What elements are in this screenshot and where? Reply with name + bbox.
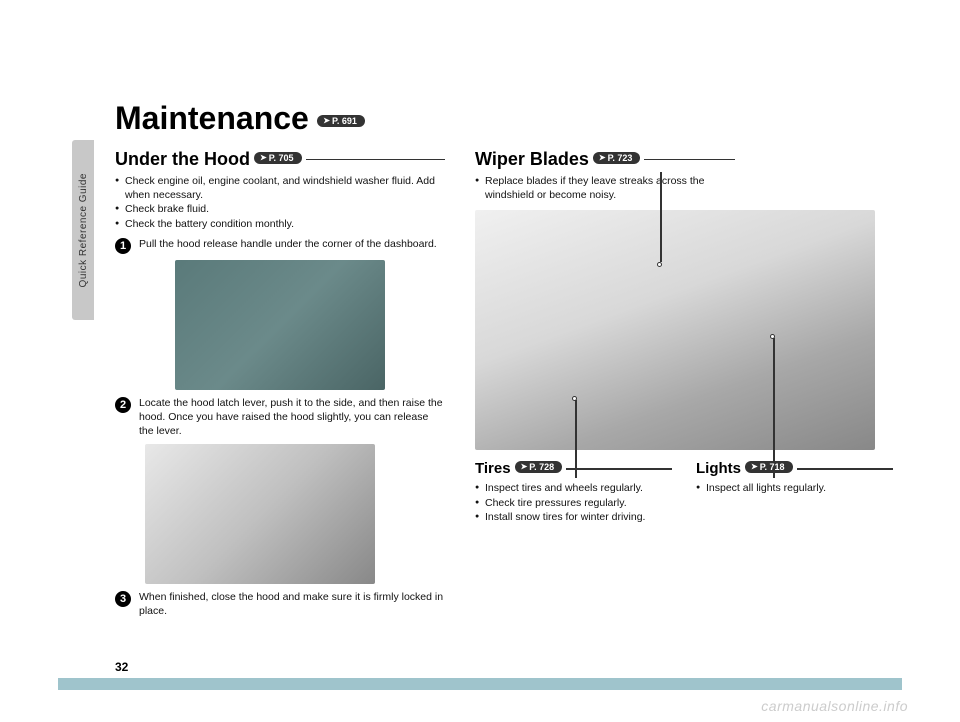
under-hood-title: Under the Hood (115, 149, 250, 170)
page-number: 32 (115, 660, 128, 674)
bullet: Check engine oil, engine coolant, and wi… (115, 174, 445, 202)
page-ref-hood: P. 705 (254, 152, 302, 164)
title-row: Maintenance P. 691 (115, 100, 893, 141)
bullet: Check tire pressures regularly. (475, 496, 672, 510)
vehicle-image (475, 210, 875, 450)
page-ref-main: P. 691 (317, 115, 365, 127)
watermark: carmanualsonline.info (761, 698, 908, 714)
bullet: Replace blades if they leave streaks acr… (475, 174, 725, 202)
rule (566, 468, 672, 470)
bottom-sections: Tires P. 728 Inspect tires and wheels re… (475, 460, 893, 530)
lights-bullets: Inspect all lights regularly. (696, 481, 893, 495)
step-text: Pull the hood release handle under the c… (139, 237, 437, 254)
right-column: Wiper Blades P. 723 Replace blades if th… (475, 149, 893, 619)
sidebar-label: Quick Reference Guide (78, 173, 89, 287)
tires-header: Tires P. 728 (475, 460, 672, 477)
leader-line (660, 172, 662, 262)
page-content: Maintenance P. 691 Under the Hood P. 705… (115, 100, 893, 619)
bullet: Inspect all lights regularly. (696, 481, 893, 495)
bullet: Inspect tires and wheels regularly. (475, 481, 672, 495)
leader-dot-icon (657, 262, 662, 267)
page-ref-wiper: P. 723 (593, 152, 641, 164)
lights-header: Lights P. 718 (696, 460, 893, 477)
page-ref-lights: P. 718 (745, 461, 793, 473)
hood-latch-image (145, 444, 375, 584)
left-column: Under the Hood P. 705 Check engine oil, … (115, 149, 445, 619)
step-1: 1 Pull the hood release handle under the… (115, 237, 445, 254)
tires-bullets: Inspect tires and wheels regularly. Chec… (475, 481, 672, 524)
step-number-icon: 3 (115, 591, 131, 607)
footer-bar (58, 678, 902, 690)
step-3: 3 When finished, close the hood and make… (115, 590, 445, 618)
page-ref-tires: P. 728 (515, 461, 563, 473)
tires-title: Tires (475, 460, 511, 477)
wiper-bullets: Replace blades if they leave streaks acr… (475, 174, 725, 202)
bullet: Check brake fluid. (115, 202, 445, 216)
bullet: Check the battery condition monthly. (115, 217, 445, 231)
page-title: Maintenance (115, 100, 309, 137)
sidebar-tab: Quick Reference Guide (72, 140, 94, 320)
lights-title: Lights (696, 460, 741, 477)
step-text: When finished, close the hood and make s… (139, 590, 445, 618)
tires-section: Tires P. 728 Inspect tires and wheels re… (475, 460, 672, 530)
wiper-header: Wiper Blades P. 723 (475, 149, 735, 170)
columns: Under the Hood P. 705 Check engine oil, … (115, 149, 893, 619)
under-hood-header: Under the Hood P. 705 (115, 149, 445, 170)
leader-line (773, 338, 775, 478)
wiper-title: Wiper Blades (475, 149, 589, 170)
step-text: Locate the hood latch lever, push it to … (139, 396, 445, 439)
step-number-icon: 2 (115, 397, 131, 413)
under-hood-bullets: Check engine oil, engine coolant, and wi… (115, 174, 445, 231)
step-2: 2 Locate the hood latch lever, push it t… (115, 396, 445, 439)
hood-release-image (175, 260, 385, 390)
lights-section: Lights P. 718 Inspect all lights regular… (696, 460, 893, 530)
step-number-icon: 1 (115, 238, 131, 254)
rule (644, 159, 735, 161)
bullet: Install snow tires for winter driving. (475, 510, 672, 524)
rule (797, 468, 893, 470)
rule (306, 159, 445, 161)
